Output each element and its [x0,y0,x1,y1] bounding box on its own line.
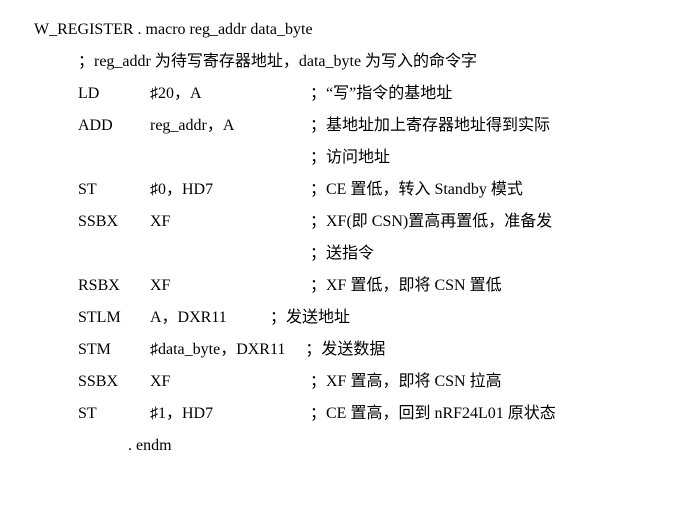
operands: XF [150,214,310,230]
line-cont2: ；送指令 [0,238,696,270]
operands: ♯1，HD7 [150,406,310,422]
comment: ；发送数据 [305,342,385,358]
operands: XF [150,374,310,390]
line-add: ADD reg_addr，A ；基地址加上寄存器地址得到实际 [0,110,696,142]
line-stm: STM ♯data_byte，DXR11 ；发送数据 [0,334,696,366]
comment: ；XF 置低，即将 CSN 置低 [310,278,502,294]
mnemonic: RSBX [78,278,150,294]
line-ssbx2: SSBX XF ；XF 置高，即将 CSN 拉高 [0,366,696,398]
line-st0: ST ♯0，HD7 ；CE 置低，转入 Standby 模式 [0,174,696,206]
line-st1: ST ♯1，HD7 ；CE 置高，回到 nRF24L01 原状态 [0,398,696,430]
line-cont: ；访问地址 [0,142,696,174]
operands: XF [150,278,310,294]
line-stlm: STLM A，DXR11 ；发送地址 [0,302,696,334]
line-comment: ；reg_addr 为待写寄存器地址，data_byte 为写入的命令字 [0,46,696,78]
mnemonic: STM [78,342,150,358]
operands: A，DXR11 [150,310,270,326]
macro-header: W_REGISTER . macro reg_addr data_byte [0,14,696,46]
comment: ；CE 置高，回到 nRF24L01 原状态 [310,406,556,422]
line-ld: LD ♯20，A ；“写”指令的基地址 [0,78,696,110]
mnemonic: LD [78,86,150,102]
comment: ；基地址加上寄存器地址得到实际 [310,118,550,134]
operands: ♯data_byte，DXR11 [150,342,285,358]
endm-text: . endm [128,438,172,454]
comment: ；发送地址 [270,310,350,326]
comment: ；CE 置低，转入 Standby 模式 [310,182,523,198]
comment: ；访问地址 [310,150,390,166]
comment-text: ；reg_addr 为待写寄存器地址，data_byte 为写入的命令字 [78,54,477,70]
mnemonic: ADD [78,118,150,134]
line-ssbx1: SSBX XF ；XF(即 CSN)置高再置低，准备发 [0,206,696,238]
comment: ；送指令 [310,246,374,262]
comment: ；“写”指令的基地址 [310,86,452,102]
mnemonic: ST [78,406,150,422]
mnemonic: SSBX [78,374,150,390]
macro-end: . endm [0,430,696,462]
line-rsbx: RSBX XF ；XF 置低，即将 CSN 置低 [0,270,696,302]
header-text: W_REGISTER . macro reg_addr data_byte [34,22,313,38]
comment: ；XF(即 CSN)置高再置低，准备发 [310,214,552,230]
mnemonic: SSBX [78,214,150,230]
mnemonic: STLM [78,310,150,326]
operands: ♯20，A [150,86,310,102]
mnemonic: ST [78,182,150,198]
operands: reg_addr，A [150,118,310,134]
comment: ；XF 置高，即将 CSN 拉高 [310,374,502,390]
operands: ♯0，HD7 [150,182,310,198]
